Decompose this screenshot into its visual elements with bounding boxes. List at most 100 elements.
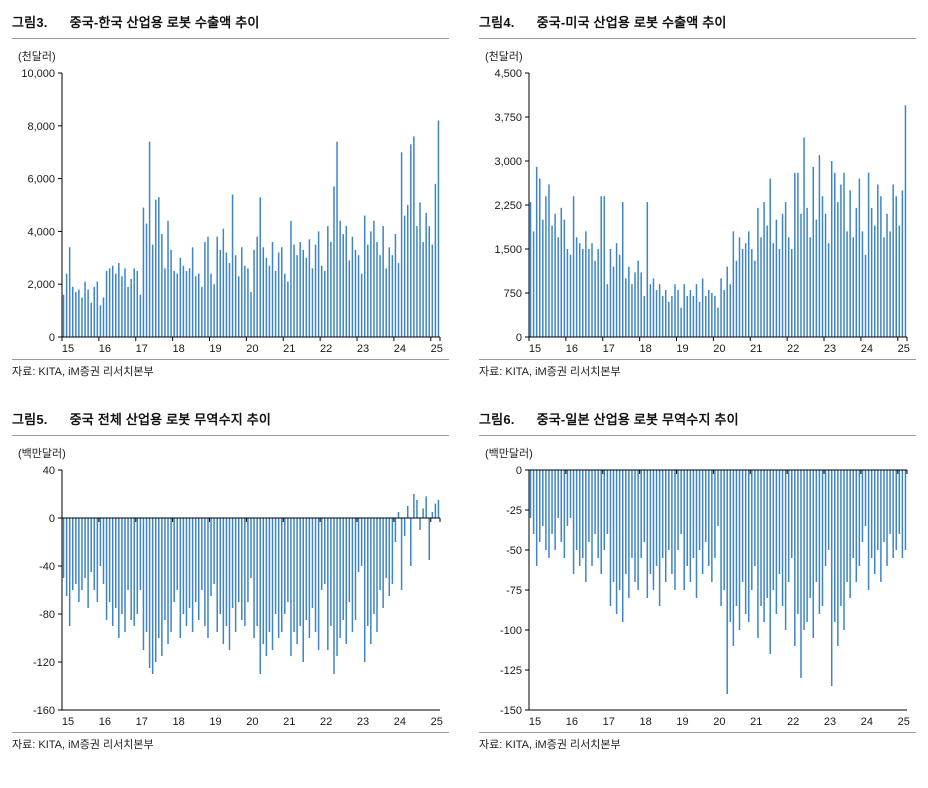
svg-text:20: 20 xyxy=(713,343,725,355)
svg-text:24: 24 xyxy=(861,343,873,355)
svg-text:15: 15 xyxy=(62,716,74,728)
svg-text:-160: -160 xyxy=(33,705,55,717)
svg-text:-75: -75 xyxy=(506,585,522,597)
figure-5-title-text: 중국 전체 산업용 로봇 무역수지 추이 xyxy=(69,412,272,427)
svg-text:15: 15 xyxy=(62,343,74,355)
svg-text:3,000: 3,000 xyxy=(494,156,522,168)
svg-text:3,750: 3,750 xyxy=(494,112,522,124)
figure-6-source-note: 자료: KITA, iM증권 리서치본부 xyxy=(479,732,916,752)
svg-text:25: 25 xyxy=(898,343,910,355)
svg-text:21: 21 xyxy=(750,716,762,728)
svg-text:25: 25 xyxy=(431,716,443,728)
svg-text:1,500: 1,500 xyxy=(494,244,522,256)
figure-4-unit-label: (천달러) xyxy=(485,51,523,63)
svg-text:21: 21 xyxy=(750,343,762,355)
figure-6-bar-chart: 0 -25 -50 -75 -100 -125 -150 15 16 17 18 19 20 21 22 23… xyxy=(500,465,910,728)
svg-text:-50: -50 xyxy=(506,545,522,557)
svg-text:0: 0 xyxy=(516,332,522,344)
charts-grid: 그림3. 중국-한국 산업용 로봇 수출액 추이 (천달러) 0 2,000 4,00… xyxy=(12,8,916,752)
svg-text:23: 23 xyxy=(357,716,369,728)
figure-3-number: 그림3. xyxy=(12,15,48,30)
svg-text:16: 16 xyxy=(566,343,578,355)
svg-text:-120: -120 xyxy=(33,657,55,669)
svg-text:20: 20 xyxy=(713,716,725,728)
figure-5-unit-label: (백만달러) xyxy=(18,448,66,460)
figure-6-title-text: 중국-일본 산업용 로봇 무역수지 추이 xyxy=(536,412,739,427)
svg-text:16: 16 xyxy=(99,716,111,728)
svg-text:0: 0 xyxy=(49,513,55,525)
svg-text:-80: -80 xyxy=(39,609,55,621)
figure-5-title: 그림5. 중국 전체 산업용 로봇 무역수지 추이 xyxy=(12,405,449,436)
svg-text:22: 22 xyxy=(320,716,332,728)
figure-5-bar-chart: 40 0 -40 -80 -120 -160 15 16 17 18 19 20 21 22 23 24 25 xyxy=(33,465,443,728)
svg-text:22: 22 xyxy=(320,343,332,355)
svg-text:16: 16 xyxy=(566,716,578,728)
svg-text:17: 17 xyxy=(136,343,148,355)
figure-6-number: 그림6. xyxy=(479,412,515,427)
svg-text:24: 24 xyxy=(394,716,406,728)
svg-text:16: 16 xyxy=(99,343,111,355)
figure-3-title: 그림3. 중국-한국 산업용 로봇 수출액 추이 xyxy=(12,8,449,39)
svg-text:18: 18 xyxy=(640,716,652,728)
svg-text:21: 21 xyxy=(283,343,295,355)
figure-4-bar-chart: 0 750 1,500 2,250 3,000 3,750 4,500 15 16 17 18 19 2… xyxy=(494,68,910,355)
svg-text:17: 17 xyxy=(603,716,615,728)
svg-text:17: 17 xyxy=(136,716,148,728)
figure-5-source-note: 자료: KITA, iM증권 리서치본부 xyxy=(12,732,449,752)
svg-text:750: 750 xyxy=(504,288,522,300)
svg-text:23: 23 xyxy=(357,343,369,355)
svg-text:23: 23 xyxy=(824,716,836,728)
svg-text:24: 24 xyxy=(861,716,873,728)
svg-text:23: 23 xyxy=(824,343,836,355)
svg-text:22: 22 xyxy=(787,716,799,728)
figure-3-source-note: 자료: KITA, iM증권 리서치본부 xyxy=(12,359,449,379)
svg-text:8,000: 8,000 xyxy=(27,121,55,133)
svg-text:4,000: 4,000 xyxy=(27,226,55,238)
svg-text:18: 18 xyxy=(173,716,185,728)
svg-text:40: 40 xyxy=(43,465,55,477)
svg-text:20: 20 xyxy=(246,716,258,728)
svg-text:17: 17 xyxy=(603,343,615,355)
figure-6-unit-label: (백만달러) xyxy=(485,448,533,460)
svg-text:-100: -100 xyxy=(500,625,522,637)
figure-5: 그림5. 중국 전체 산업용 로봇 무역수지 추이 (백만달러) 40 0 -40 -8… xyxy=(12,405,449,752)
svg-text:19: 19 xyxy=(676,343,688,355)
figure-4-title: 그림4. 중국-미국 산업용 로봇 수출액 추이 xyxy=(479,8,916,39)
figure-3-title-text: 중국-한국 산업용 로봇 수출액 추이 xyxy=(69,15,260,30)
svg-text:18: 18 xyxy=(173,343,185,355)
svg-text:2,250: 2,250 xyxy=(494,200,522,212)
report-page: 그림3. 중국-한국 산업용 로봇 수출액 추이 (천달러) 0 2,000 4,00… xyxy=(12,8,916,752)
figure-3: 그림3. 중국-한국 산업용 로봇 수출액 추이 (천달러) 0 2,000 4,00… xyxy=(12,8,449,379)
svg-text:19: 19 xyxy=(209,343,221,355)
svg-text:21: 21 xyxy=(283,716,295,728)
figure-3-bar-chart: 0 2,000 4,000 6,000 8,000 10,000 15 16 17 18 19 20 2… xyxy=(21,68,443,355)
figure-4-number: 그림4. xyxy=(479,15,515,30)
svg-text:20: 20 xyxy=(246,343,258,355)
figure-4-source-note: 자료: KITA, iM증권 리서치본부 xyxy=(479,359,916,379)
figure-4-title-text: 중국-미국 산업용 로봇 수출액 추이 xyxy=(536,15,727,30)
figure-4: 그림4. 중국-미국 산업용 로봇 수출액 추이 (천달러) 0 750 1,500 2… xyxy=(479,8,916,379)
svg-text:4,500: 4,500 xyxy=(494,68,522,80)
svg-text:-125: -125 xyxy=(500,665,522,677)
svg-text:-25: -25 xyxy=(506,505,522,517)
svg-text:25: 25 xyxy=(898,716,910,728)
svg-text:-40: -40 xyxy=(39,561,55,573)
svg-text:19: 19 xyxy=(209,716,221,728)
svg-text:19: 19 xyxy=(676,716,688,728)
svg-text:15: 15 xyxy=(529,343,541,355)
svg-text:24: 24 xyxy=(394,343,406,355)
svg-text:15: 15 xyxy=(529,716,541,728)
figure-5-number: 그림5. xyxy=(12,412,48,427)
figure-6-title: 그림6. 중국-일본 산업용 로봇 무역수지 추이 xyxy=(479,405,916,436)
svg-text:-150: -150 xyxy=(500,705,522,717)
svg-text:18: 18 xyxy=(640,343,652,355)
svg-text:6,000: 6,000 xyxy=(27,174,55,186)
svg-text:2,000: 2,000 xyxy=(27,279,55,291)
svg-text:0: 0 xyxy=(49,332,55,344)
figure-3-unit-label: (천달러) xyxy=(18,51,56,63)
svg-text:22: 22 xyxy=(787,343,799,355)
svg-text:10,000: 10,000 xyxy=(21,68,55,80)
svg-text:0: 0 xyxy=(516,465,522,477)
svg-text:25: 25 xyxy=(431,343,443,355)
figure-6: 그림6. 중국-일본 산업용 로봇 무역수지 추이 (백만달러) 0 -25 -50 -… xyxy=(479,405,916,752)
